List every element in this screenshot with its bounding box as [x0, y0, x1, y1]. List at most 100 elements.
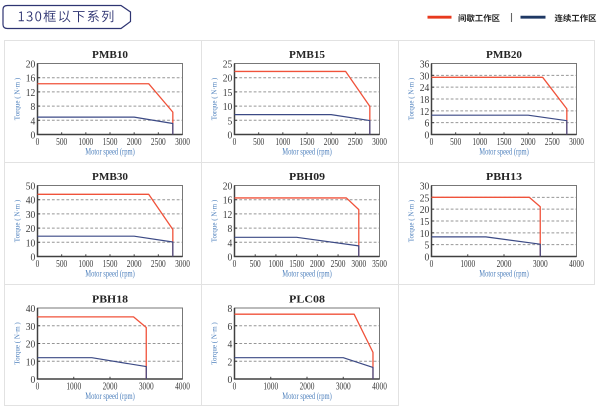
svg-text:10: 10: [420, 228, 430, 240]
svg-text:0: 0: [36, 382, 40, 393]
svg-text:2000: 2000: [103, 382, 118, 393]
svg-text:2000: 2000: [324, 137, 339, 148]
svg-text:4000: 4000: [372, 382, 387, 393]
svg-text:PBH13: PBH13: [486, 171, 523, 183]
svg-text:4: 4: [31, 115, 36, 127]
svg-text:0: 0: [425, 252, 430, 264]
svg-text:4000: 4000: [569, 259, 584, 270]
svg-text:2500: 2500: [348, 137, 363, 148]
svg-text:1000: 1000: [460, 259, 475, 270]
svg-text:10: 10: [223, 101, 233, 113]
svg-text:20: 20: [420, 204, 430, 216]
svg-text:Motor speed (rpm): Motor speed (rpm): [282, 146, 332, 157]
svg-text:16: 16: [223, 195, 233, 207]
svg-text:500: 500: [250, 259, 261, 270]
svg-text:2: 2: [228, 356, 233, 368]
svg-text:Torque ( N·m ): Torque ( N·m ): [407, 77, 415, 120]
svg-text:3000: 3000: [175, 137, 190, 148]
svg-text:3000: 3000: [372, 137, 387, 148]
svg-text:30: 30: [26, 209, 36, 221]
svg-text:2500: 2500: [331, 259, 346, 270]
svg-text:Motor speed (rpm): Motor speed (rpm): [479, 146, 529, 157]
svg-text:24: 24: [420, 82, 430, 94]
svg-text:1500: 1500: [103, 137, 118, 148]
svg-text:2000: 2000: [127, 137, 142, 148]
svg-text:0: 0: [228, 374, 233, 386]
svg-text:0: 0: [31, 130, 36, 142]
svg-text:6: 6: [228, 321, 233, 333]
svg-text:20: 20: [26, 59, 36, 71]
svg-text:0: 0: [233, 137, 237, 148]
svg-text:0: 0: [430, 259, 434, 270]
svg-text:Torque ( N·m ): Torque ( N·m ): [13, 77, 21, 120]
svg-text:0: 0: [233, 382, 237, 393]
svg-text:4000: 4000: [175, 382, 190, 393]
svg-text:0: 0: [36, 259, 40, 270]
svg-text:1500: 1500: [497, 137, 512, 148]
svg-text:Torque ( N·m ): Torque ( N·m ): [210, 77, 218, 120]
svg-text:Motor speed (rpm): Motor speed (rpm): [85, 146, 135, 157]
svg-text:2000: 2000: [497, 259, 512, 270]
svg-text:20: 20: [223, 181, 233, 193]
svg-text:PBH09: PBH09: [289, 171, 326, 183]
svg-text:500: 500: [56, 137, 67, 148]
svg-text:15: 15: [420, 216, 430, 228]
svg-text:1000: 1000: [275, 137, 290, 148]
svg-text:1000: 1000: [472, 137, 487, 148]
svg-text:0: 0: [228, 252, 233, 264]
svg-text:4: 4: [228, 237, 233, 249]
svg-text:15: 15: [223, 87, 233, 99]
svg-text:Torque ( N·m ): Torque ( N·m ): [13, 322, 21, 365]
svg-text:2000: 2000: [310, 259, 325, 270]
svg-text:30: 30: [420, 181, 430, 193]
svg-text:30: 30: [420, 70, 430, 82]
svg-text:0: 0: [430, 137, 434, 148]
svg-text:3000: 3000: [175, 259, 190, 270]
svg-text:0: 0: [228, 130, 233, 142]
svg-text:40: 40: [26, 195, 36, 207]
svg-text:1000: 1000: [78, 137, 93, 148]
svg-text:2000: 2000: [300, 382, 315, 393]
svg-text:8: 8: [31, 101, 36, 113]
svg-text:Torque ( N·m ): Torque ( N·m ): [210, 322, 218, 365]
svg-text:2500: 2500: [151, 259, 166, 270]
svg-text:1000: 1000: [78, 259, 93, 270]
svg-text:12: 12: [420, 106, 430, 118]
svg-text:0: 0: [36, 137, 40, 148]
svg-text:0: 0: [31, 374, 36, 386]
svg-text:Motor speed (rpm): Motor speed (rpm): [85, 391, 135, 402]
svg-text:PMB15: PMB15: [289, 49, 325, 61]
svg-text:4: 4: [228, 339, 233, 351]
svg-text:Motor speed (rpm): Motor speed (rpm): [85, 268, 135, 279]
svg-text:Motor speed (rpm): Motor speed (rpm): [479, 268, 529, 279]
svg-text:25: 25: [420, 192, 430, 204]
svg-text:1000: 1000: [263, 382, 278, 393]
svg-text:PBH18: PBH18: [92, 293, 129, 305]
svg-text:1500: 1500: [103, 259, 118, 270]
svg-text:2000: 2000: [127, 259, 142, 270]
svg-text:8: 8: [228, 223, 233, 235]
svg-text:30: 30: [26, 321, 36, 333]
svg-text:20: 20: [223, 73, 233, 85]
svg-text:12: 12: [223, 209, 233, 221]
svg-text:3000: 3000: [351, 259, 366, 270]
svg-text:10: 10: [26, 237, 36, 249]
svg-text:2500: 2500: [151, 137, 166, 148]
svg-text:PLC08: PLC08: [289, 293, 326, 305]
svg-text:500: 500: [56, 259, 67, 270]
svg-text:20: 20: [26, 339, 36, 351]
svg-text:500: 500: [450, 137, 461, 148]
svg-text:36: 36: [420, 59, 430, 71]
svg-text:5: 5: [228, 115, 233, 127]
svg-text:2000: 2000: [521, 137, 536, 148]
svg-text:16: 16: [26, 73, 36, 85]
svg-text:500: 500: [253, 137, 264, 148]
svg-text:3000: 3000: [139, 382, 154, 393]
svg-text:6: 6: [425, 118, 430, 130]
svg-text:18: 18: [420, 94, 430, 106]
svg-text:40: 40: [26, 303, 36, 315]
svg-text:Motor speed (rpm): Motor speed (rpm): [282, 391, 332, 402]
svg-text:Torque ( N·m ): Torque ( N·m ): [407, 199, 415, 242]
svg-text:3000: 3000: [336, 382, 351, 393]
svg-text:0: 0: [233, 259, 237, 270]
